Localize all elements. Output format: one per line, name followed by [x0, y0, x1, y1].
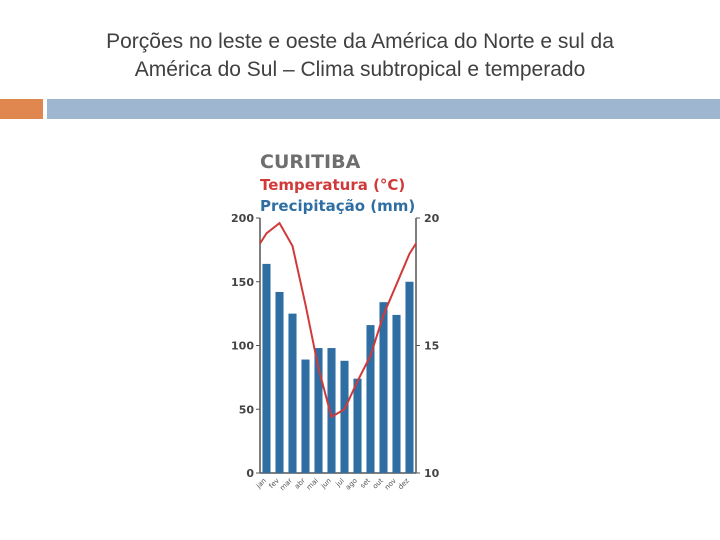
right-tick-label: 10	[424, 467, 440, 480]
precipitation-bar	[366, 325, 375, 473]
precipitation-bar	[275, 291, 284, 473]
precipitation-bar	[288, 313, 297, 473]
month-label: dez	[396, 477, 411, 492]
legend-temperature: Temperatura (°C)	[260, 176, 405, 194]
month-label: set	[359, 477, 372, 490]
precipitation-bars	[262, 263, 414, 473]
precipitation-bar	[392, 314, 401, 473]
slide-title: Porções no leste e oeste da América do N…	[40, 28, 680, 84]
month-label: mar	[278, 477, 294, 493]
left-tick-label: 150	[231, 276, 254, 289]
precipitation-bar	[405, 281, 414, 473]
axis-ticks: 0 50 100 150 200 10 15 20	[231, 212, 440, 480]
precipitation-bar	[379, 302, 388, 473]
title-accent-bar	[0, 99, 43, 119]
left-tick-label: 100	[231, 340, 254, 353]
precipitation-bar	[327, 348, 336, 473]
month-label: ago	[344, 477, 359, 492]
precipitation-bar	[301, 359, 310, 473]
precipitation-bar	[314, 348, 323, 473]
month-label: nov	[383, 477, 398, 492]
slide-title-line-1: Porções no leste e oeste da América do N…	[106, 30, 614, 53]
right-tick-label: 15	[424, 340, 439, 353]
precipitation-bar	[340, 360, 349, 473]
right-tick-label: 20	[424, 212, 440, 225]
month-label: abr	[293, 477, 307, 491]
month-label: jan	[254, 477, 268, 491]
left-tick-label: 200	[231, 212, 254, 225]
left-tick-label: 0	[246, 467, 254, 480]
month-label: out	[371, 477, 385, 491]
legend-precipitation: Precipitação (mm)	[260, 197, 415, 215]
title-divider-bar	[47, 99, 720, 119]
precipitation-bar	[262, 263, 271, 473]
temperature-line-group	[259, 221, 417, 419]
slide-title-line-2: América do Sul – Clima subtropical e tem…	[134, 58, 586, 81]
month-label: mai	[305, 477, 320, 492]
month-label: jun	[319, 477, 333, 491]
climate-chart: CURITIBA Temperatura (°C) Precipitação (…	[231, 151, 440, 493]
precipitation-bar	[353, 378, 362, 473]
left-tick-label: 50	[239, 403, 255, 416]
chart-title: CURITIBA	[260, 151, 361, 173]
temperature-line	[259, 221, 417, 419]
